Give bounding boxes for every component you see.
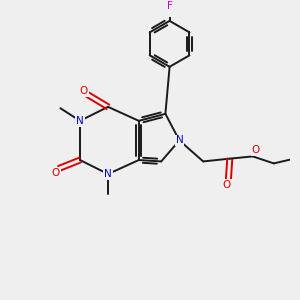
Text: O: O [223,180,231,190]
Text: O: O [251,145,260,155]
Text: F: F [167,1,172,11]
Text: N: N [76,116,84,126]
Text: O: O [80,86,88,96]
Text: N: N [176,135,183,146]
Text: N: N [104,169,112,179]
Text: O: O [52,168,60,178]
